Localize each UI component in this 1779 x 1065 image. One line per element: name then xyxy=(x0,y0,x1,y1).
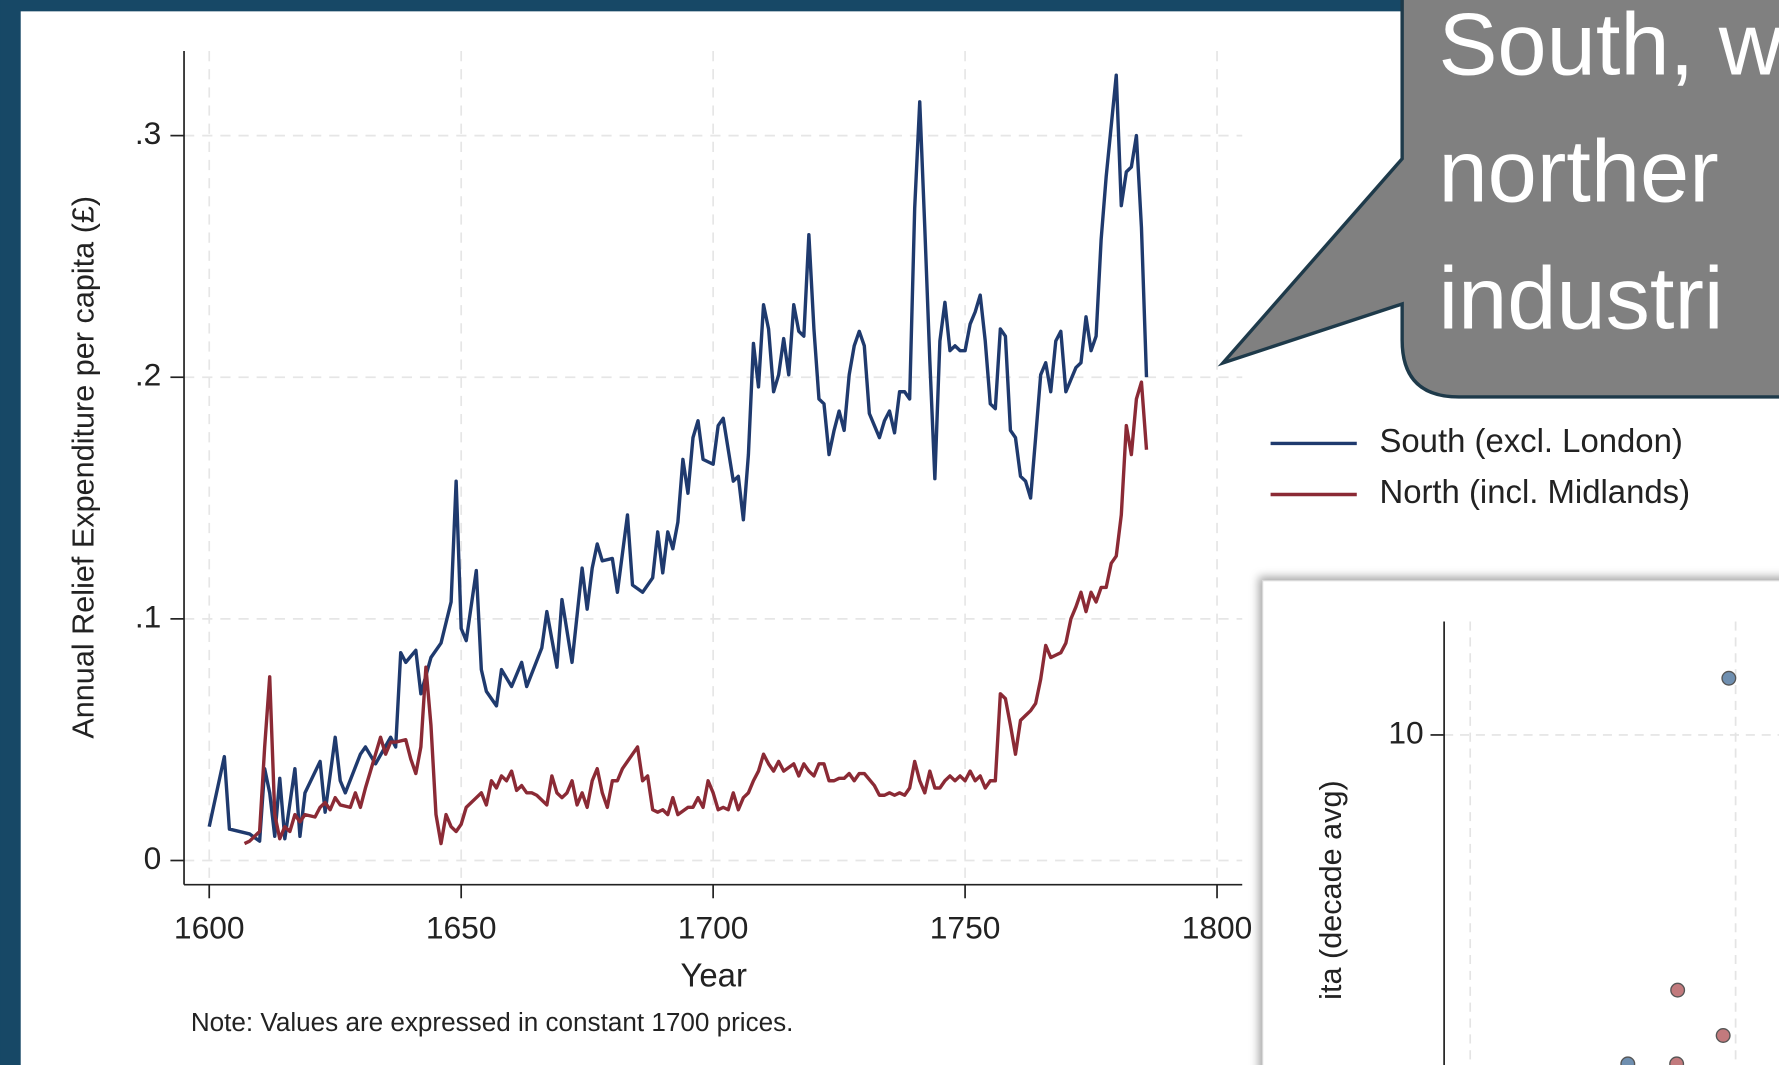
x-tick-label: 1700 xyxy=(678,909,749,945)
y-tick-label: .2 xyxy=(135,357,161,393)
callout: South, w norther industri xyxy=(1217,0,1779,399)
scatter-point xyxy=(1620,1056,1636,1065)
note: Note: Values are expressed in constant 1… xyxy=(191,1007,794,1037)
scatter-point xyxy=(1715,1028,1731,1043)
x-tick-label: 1750 xyxy=(930,909,1001,945)
y-tick-label: 0 xyxy=(144,840,162,876)
y-tick-label: .3 xyxy=(135,115,161,151)
inset-panel xyxy=(1262,580,1779,1065)
callout-text: norther xyxy=(1438,121,1718,220)
inset-chart: ita (decade avg) 10 xyxy=(1262,580,1779,1065)
y-tick-label: 10 xyxy=(1388,714,1423,750)
x-axis-title: Year xyxy=(680,956,746,993)
y-axis-title: Annual Relief Expenditure per capita (£) xyxy=(66,196,100,739)
callout-bubble xyxy=(1217,0,1779,399)
main-chart: Annual Relief Expenditure per capita (£)… xyxy=(66,51,1690,1037)
x-tick-label: 1600 xyxy=(174,909,245,945)
legend-label: North (incl. Midlands) xyxy=(1379,473,1690,510)
scatter-point xyxy=(1670,982,1686,998)
line-series xyxy=(243,380,1149,846)
y-tick-label: .1 xyxy=(135,598,161,634)
callout-text: industri xyxy=(1438,248,1723,347)
callout-text: South, w xyxy=(1438,0,1779,93)
line-series xyxy=(207,73,1149,843)
x-tick-label: 1650 xyxy=(426,909,497,945)
inset-y-axis-title: ita (decade avg) xyxy=(1314,780,1348,1000)
x-tick-label: 1800 xyxy=(1182,909,1253,945)
scatter-point xyxy=(1721,670,1737,686)
scatter-point xyxy=(1669,1056,1685,1065)
legend-label: South (excl. London) xyxy=(1379,422,1682,459)
